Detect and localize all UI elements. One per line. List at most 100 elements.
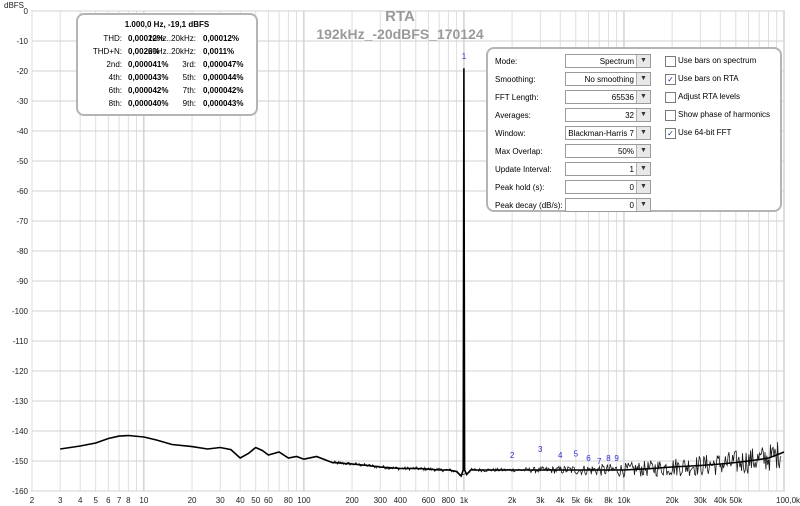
distortion-row: THD: 0,00012% 20Hz..20kHz: 0,00012% <box>78 34 256 46</box>
control-label: Window: <box>495 129 526 138</box>
select-value: 1 <box>629 165 634 174</box>
chevron-down-icon[interactable]: ▼ <box>636 127 650 139</box>
use-64-bit-fft-checkbox[interactable]: ✓ Use 64-bit FFT <box>665 127 780 141</box>
control-fft-length: FFT Length: 65536 ▼ <box>488 89 663 105</box>
harmonic-marker: 9 <box>614 454 619 463</box>
fft-length-select[interactable]: 65536 ▼ <box>565 90 651 104</box>
select-value: 32 <box>625 111 634 120</box>
harmonic-marker: 3 <box>538 445 543 454</box>
x-tick-label: 5 <box>93 496 98 505</box>
checkbox-box[interactable] <box>665 92 676 103</box>
control-smoothing: Smoothing: No smoothing ▼ <box>488 71 663 87</box>
checkbox-label: Use bars on spectrum <box>678 56 757 65</box>
y-tick-label: -100 <box>12 307 29 316</box>
distortion-value: 0,000042% <box>128 86 169 95</box>
y-tick-label: -130 <box>12 397 29 406</box>
checkbox-box[interactable]: ✓ <box>665 128 676 139</box>
control-peak-decay: Peak decay (dB/s): 0 ▼ <box>488 197 663 213</box>
distortion-row: 4th: 0,000043% 5th: 0,000044% <box>78 73 256 85</box>
x-tick-label: 100,0k Hz <box>776 496 800 505</box>
distortion-row: 2nd: 0,000041% 3rd: 0,000047% <box>78 60 256 72</box>
checkbox-box[interactable] <box>665 56 676 67</box>
chart-title-block: RTA 192kHz_-20dBFS_170124 <box>290 9 510 43</box>
select-value: 50% <box>617 147 634 156</box>
chevron-down-icon[interactable]: ▼ <box>636 163 650 175</box>
y-tick-label: -110 <box>13 337 29 346</box>
chevron-down-icon[interactable]: ▼ <box>636 91 650 103</box>
peak-hold-select[interactable]: 0 ▼ <box>565 180 651 194</box>
distortion-row: THD+N: 0,0026% 20Hz..20kHz: 0,0011% <box>78 47 256 59</box>
averages-select[interactable]: 32 ▼ <box>565 108 651 122</box>
chevron-down-icon[interactable]: ▼ <box>636 145 650 157</box>
smoothing-select[interactable]: No smoothing ▼ <box>565 72 651 86</box>
harmonic-marker: 1 <box>462 52 467 61</box>
chevron-down-icon[interactable]: ▼ <box>636 181 650 193</box>
chevron-down-icon[interactable]: ▼ <box>636 199 650 211</box>
adjust-rta-levels-checkbox[interactable]: Adjust RTA levels <box>665 91 780 105</box>
x-tick-label: 3 <box>58 496 63 505</box>
x-tick-label: 60 <box>264 496 273 505</box>
distortion-value: 0,000043% <box>203 99 244 108</box>
y-tick-label: -120 <box>12 367 29 376</box>
control-mode: Mode: Spectrum ▼ <box>488 53 663 69</box>
harmonic-marker: 6 <box>586 454 591 463</box>
chart-subtitle: 192kHz_-20dBFS_170124 <box>316 26 484 42</box>
control-averages: Averages: 32 ▼ <box>488 107 663 123</box>
distortion-label: 20Hz..20kHz: <box>147 47 196 56</box>
mode-select[interactable]: Spectrum ▼ <box>565 54 651 68</box>
x-tick-label: 6 <box>106 496 111 505</box>
peak-decay-select[interactable]: 0 ▼ <box>565 198 651 212</box>
x-tick-label: 3k <box>536 496 545 505</box>
checkbox-box[interactable]: ✓ <box>665 74 676 85</box>
distortion-value: 0,0026% <box>128 47 160 56</box>
control-label: Smoothing: <box>495 75 536 84</box>
harmonic-marker: 8 <box>606 454 611 463</box>
use-bars-on-spectrum-checkbox[interactable]: Use bars on spectrum <box>665 55 780 69</box>
x-tick-label: 6k <box>584 496 593 505</box>
distortion-label: 5th: <box>182 73 196 82</box>
distortion-label: 6th: <box>108 86 122 95</box>
chevron-down-icon[interactable]: ▼ <box>636 109 650 121</box>
distortion-panel: 1.000,0 Hz, -19,1 dBFS THD: 0,00012% 20H… <box>76 13 258 116</box>
distortion-value: 0,000044% <box>203 73 244 82</box>
control-peak-hold: Peak hold (s): 0 ▼ <box>488 179 663 195</box>
update-interval-select[interactable]: 1 ▼ <box>565 162 651 176</box>
distortion-value: 0,000041% <box>128 60 169 69</box>
checkbox-label: Use bars on RTA <box>678 74 739 83</box>
harmonic-marker: 7 <box>597 457 602 466</box>
x-tick-label: 300 <box>374 496 388 505</box>
x-tick-label: 50 <box>251 496 260 505</box>
checkbox-label: Show phase of harmonics <box>678 110 771 119</box>
x-tick-label: 4 <box>78 496 83 505</box>
max-overlap-select[interactable]: 50% ▼ <box>565 144 651 158</box>
x-tick-label: 4k <box>556 496 565 505</box>
show-phase-of-harmonics-checkbox[interactable]: Show phase of harmonics <box>665 109 780 123</box>
select-value: No smoothing <box>584 75 634 84</box>
select-value: Blackman-Harris 7 <box>568 129 634 138</box>
chevron-down-icon[interactable]: ▼ <box>636 55 650 67</box>
use-bars-on-rta-checkbox[interactable]: ✓ Use bars on RTA <box>665 73 780 87</box>
y-tick-label: 0 <box>24 7 29 16</box>
x-tick-label: 1k <box>460 496 469 505</box>
x-tick-label: 30k <box>694 496 708 505</box>
window-select[interactable]: Blackman-Harris 7 ▼ <box>565 126 651 140</box>
y-tick-label: -90 <box>16 277 28 286</box>
distortion-label: 8th: <box>108 99 122 108</box>
x-tick-label: 10 <box>139 496 148 505</box>
select-value: 0 <box>629 201 634 210</box>
harmonic-marker: 2 <box>510 451 515 460</box>
x-tick-label: 7 <box>117 496 122 505</box>
x-tick-label: 200 <box>345 496 359 505</box>
distortion-value: 0,00012% <box>203 34 240 43</box>
x-tick-label: 8k <box>604 496 613 505</box>
control-max-overlap: Max Overlap: 50% ▼ <box>488 143 663 159</box>
rta-controls-panel: Mode: Spectrum ▼ Smoothing: No smoothing ▼… <box>486 47 782 212</box>
distortion-label: 2nd: <box>106 60 122 69</box>
control-label: Update Interval: <box>495 165 552 174</box>
x-tick-label: 800 <box>442 496 456 505</box>
checkbox-box[interactable] <box>665 110 676 121</box>
control-label: Mode: <box>495 57 518 66</box>
y-tick-label: -40 <box>16 127 28 136</box>
distortion-value: 0,000040% <box>128 99 169 108</box>
chevron-down-icon[interactable]: ▼ <box>636 73 650 85</box>
